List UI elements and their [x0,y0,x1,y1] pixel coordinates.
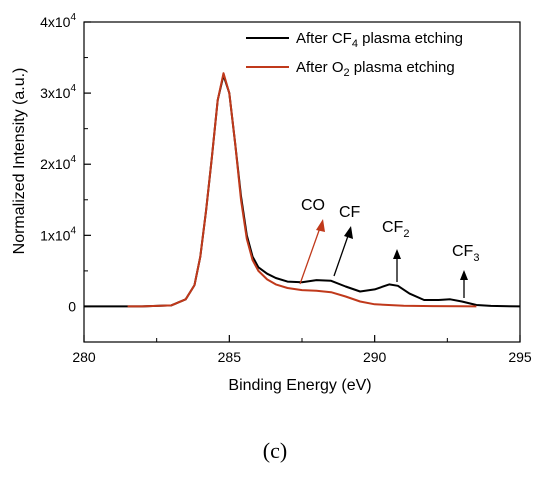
figure-caption: (c) [262,438,288,463]
x-axis: 280 285 290 295 [72,335,532,365]
series-layer [84,72,521,308]
legend-label-o2: After O2 plasma etching [296,59,455,79]
x-tick-label: 280 [72,349,96,365]
y-axis-title: Normalized Intensity (a.u.) [11,68,28,255]
annotation-co: CO [301,197,325,214]
x-tick-label: 295 [508,349,532,365]
cf-arrow [333,232,350,277]
x-axis-title: Binding Energy (eV) [228,377,371,394]
series-line-o2 [127,72,477,308]
annotation-cf: CF [339,204,361,221]
legend: After CF4 plasma etching After O2 plasma… [246,30,463,79]
legend-label-cf4: After CF4 plasma etching [296,30,463,50]
x-tick-label: 285 [218,349,242,365]
annotation-cf3: CF3 [452,243,479,264]
cf2-arrowhead [393,249,401,259]
co-arrow [299,224,322,285]
x-tick-label: 290 [363,349,387,365]
cf3-arrowhead [460,270,468,280]
annotation-cf2: CF2 [382,219,409,240]
y-tick-label: 1x104 [40,225,76,243]
series-line-cf4 [84,74,521,308]
y-tick-label: 0 [68,298,76,314]
y-tick-label: 3x104 [40,83,76,101]
cf-arrowhead [344,226,353,239]
co-arrowhead [316,219,325,232]
annotations: CO CF CF2 CF3 [299,197,479,298]
y-tick-label: 4x104 [40,12,76,30]
xps-chart: 280 285 290 295 0 1x104 2x104 3x104 4x104 Bindi… [11,12,532,394]
y-axis: 0 1x104 2x104 3x104 4x104 [40,12,91,314]
y-tick-label: 2x104 [40,154,76,172]
